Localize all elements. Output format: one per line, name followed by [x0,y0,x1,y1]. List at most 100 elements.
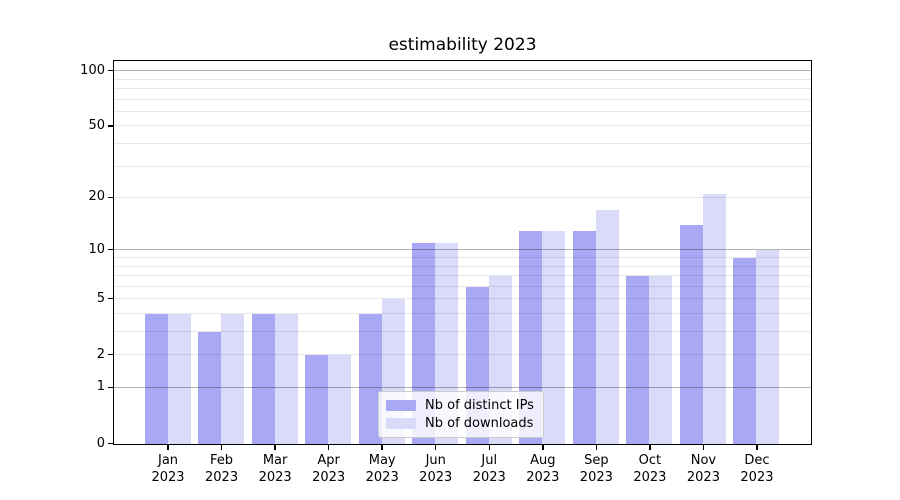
bar-jan-ips [144,313,168,444]
y-tick-label-2: 2 [96,346,105,362]
gridline-minor-70 [114,98,811,100]
x-tick-label-jan: Jan 2023 [128,452,208,486]
bar-nov-ips [679,225,703,444]
x-tick-mark-oct [649,443,651,450]
x-tick-mark-apr [327,443,330,450]
x-tick-mark-jan [167,443,169,450]
x-tick-mark-jun [434,443,437,450]
y-tick-label-50: 50 [88,117,105,133]
gridline-major-10 [114,249,811,251]
x-tick-label-year: 2023 [579,470,613,485]
y-tick-mark-100 [107,69,114,72]
y-tick-mark-50 [107,125,114,127]
gridline-minor-40 [114,142,811,144]
bar-dec-downloads [756,250,780,444]
bar-aug-ips [519,230,543,444]
gridline-minor-80 [114,87,811,89]
gridline-minor-9 [114,256,811,258]
gridline-minor-2 [114,354,811,356]
x-tick-label-feb: Feb 2023 [182,452,262,486]
x-tick-label-sep: Sep 2023 [556,452,636,486]
chart-title: estimability 2023 [388,35,537,55]
gridline-major-100 [114,70,811,72]
legend-label-0: Nb of distinct IPs [425,397,534,413]
gridline-minor-90 [114,78,811,80]
x-tick-mark-dec [756,443,758,450]
x-tick-label-jul: Jul 2023 [449,452,529,486]
legend-swatch-1 [386,417,416,429]
x-tick-label-year: 2023 [312,470,346,485]
x-tick-label-year: 2023 [151,470,185,485]
x-tick-mark-nov [702,443,705,450]
x-tick-mark-mar [274,443,276,450]
x-tick-label-month: Apr [317,453,340,468]
y-tick-label-5: 5 [96,290,105,306]
y-tick-label-20: 20 [88,189,105,205]
gridline-minor-30 [114,165,811,167]
plot-area [113,60,812,445]
gridline-minor-7 [114,275,811,276]
x-tick-label-aug: Aug 2023 [503,452,583,486]
legend-row-1: Nb of downloads [386,414,534,432]
x-tick-label-nov: Nov 2023 [663,452,743,486]
x-tick-label-year: 2023 [740,470,774,485]
bar-nov-downloads [702,194,726,444]
bar-dec-ips [733,257,757,444]
x-tick-label-year: 2023 [205,470,239,485]
gridline-minor-5 [114,298,811,300]
y-tick-mark-0 [107,442,114,445]
x-tick-label-month: Dec [744,453,770,468]
bar-apr-ips [305,355,329,444]
x-tick-label-year: 2023 [472,470,506,485]
legend: Nb of distinct IPs Nb of downloads [378,391,544,438]
gridline-minor-8 [114,265,811,267]
y-tick-mark-2 [107,353,114,356]
gridline-minor-4 [114,312,811,314]
legend-label-1: Nb of downloads [425,415,534,431]
bar-jan-downloads [167,313,191,444]
bar-oct-ips [626,276,650,444]
bar-may-ips [358,313,382,444]
x-tick-mark-aug [542,443,544,450]
x-tick-label-may: May 2023 [342,452,422,486]
x-tick-mark-may [381,443,383,450]
gridline-major-1 [114,387,811,389]
y-tick-label-1: 1 [96,379,105,395]
gridline-minor-3 [114,331,811,332]
gridline-minor-60 [114,110,811,112]
y-tick-label-100: 100 [80,62,105,78]
x-tick-label-year: 2023 [365,470,399,485]
y-tick-mark-5 [107,297,114,300]
x-tick-label-year: 2023 [526,470,560,485]
gridline-minor-6 [114,285,811,287]
bar-sep-ips [572,230,596,444]
x-tick-label-month: May [368,453,396,468]
gridline-minor-50 [114,125,811,127]
bar-aug-downloads [542,230,566,444]
y-tick-mark-10 [107,248,114,251]
x-tick-mark-jul [488,443,491,450]
x-tick-label-month: Sep [584,453,609,468]
x-tick-label-mar: Mar 2023 [235,452,315,486]
bar-sep-downloads [595,210,619,444]
x-tick-label-month: Mar [262,453,288,468]
x-tick-label-dec: Dec 2023 [717,452,797,486]
x-tick-label-month: Oct [638,453,662,468]
x-tick-label-month: Jan [158,453,179,468]
x-tick-label-month: Nov [690,453,717,468]
x-tick-label-month: Jul [481,453,498,468]
bar-feb-downloads [221,313,245,444]
x-tick-label-apr: Apr 2023 [289,452,369,486]
bar-apr-downloads [328,355,352,444]
bar-mar-downloads [274,313,298,444]
bar-oct-downloads [649,276,673,444]
y-tick-label-10: 10 [88,241,105,257]
y-tick-mark-1 [107,386,114,389]
gridline-minor-20 [114,197,811,198]
x-tick-mark-sep [595,443,598,450]
x-tick-label-year: 2023 [633,470,667,485]
y-tick-mark-20 [107,196,114,199]
y-tick-label-0: 0 [96,435,105,451]
bar-feb-ips [198,332,222,444]
